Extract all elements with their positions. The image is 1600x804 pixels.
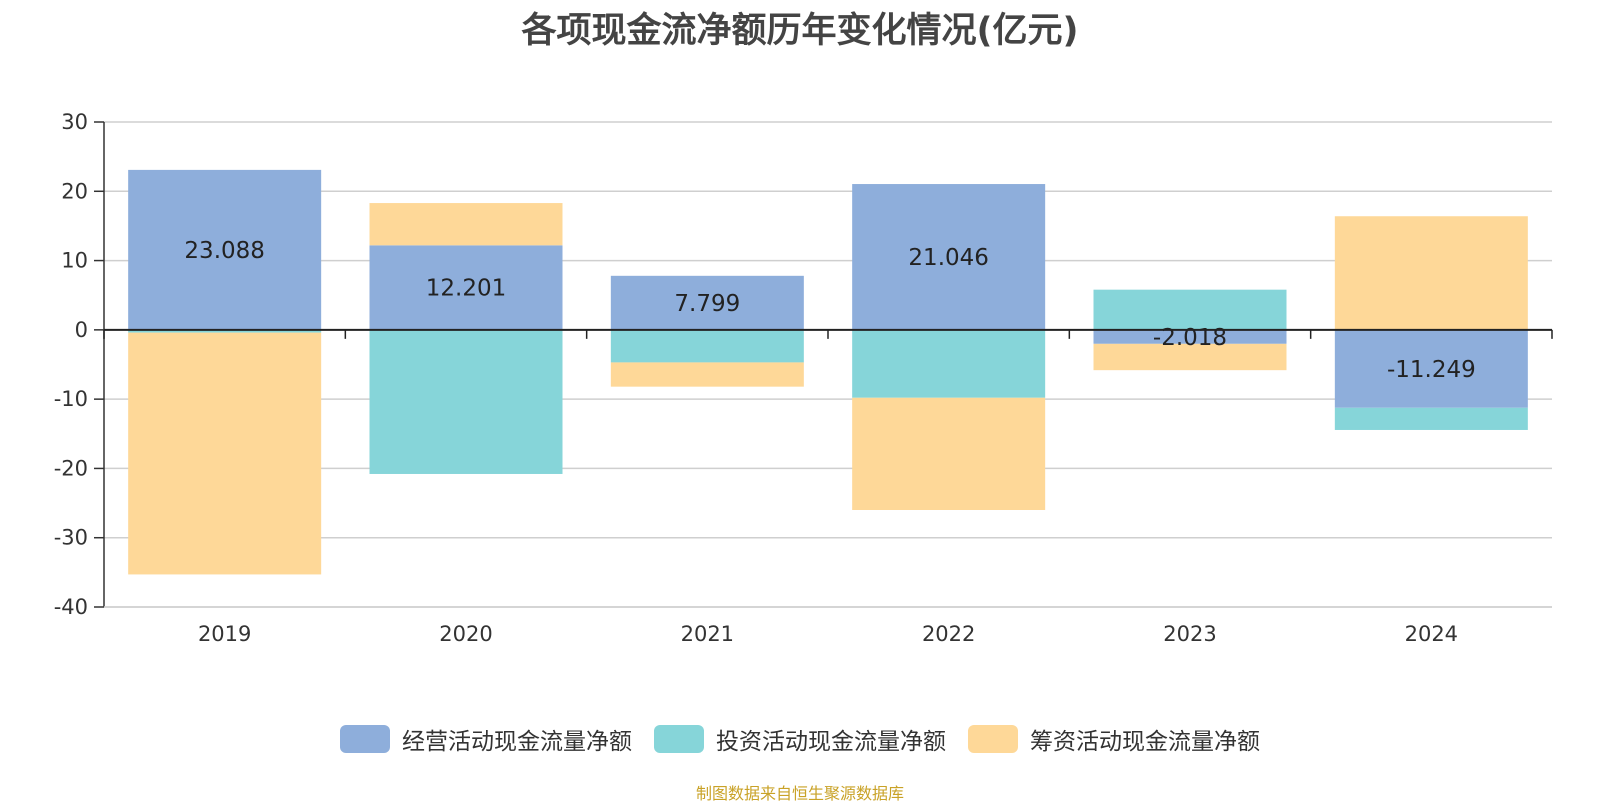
y-tick-label: -10: [54, 387, 88, 411]
bar-series-2-2022: [852, 329, 1046, 398]
x-tick-label: 2024: [1405, 622, 1458, 646]
y-tick-label: 30: [61, 110, 88, 134]
x-tick-label: 2023: [1163, 622, 1216, 646]
bar-series-2-2021: [610, 329, 804, 363]
bar-series-3-2020: [369, 203, 563, 246]
bar-series-1-2020: [369, 245, 563, 330]
legend-swatch: [654, 725, 704, 753]
x-tick-label: 2021: [681, 622, 734, 646]
y-tick-label: -20: [54, 456, 88, 480]
bar-series-1-2019: [128, 169, 322, 330]
axis-layer: 30 20 10 0 -10 -20 -30 -40 2019 2020 2021 2022 2023 2…: [54, 110, 1553, 646]
bar-series-3-2024: [1334, 216, 1528, 330]
bar-series-2-2020: [369, 329, 563, 474]
legend-item-3[interactable]: 筹资活动现金流量净额: [968, 722, 1260, 756]
x-tick-label: 2019: [198, 622, 251, 646]
bar-series-3-2023: [1093, 343, 1287, 371]
y-tick-label: -40: [54, 595, 88, 619]
bars-layer: [128, 169, 1528, 575]
legend-label: 投资活动现金流量净额: [716, 729, 946, 755]
chart-canvas: 30 20 10 0 -10 -20 -30 -40 2019 2020 2021 2022 2023 2…: [54, 110, 1553, 646]
bar-series-3-2019: [128, 332, 322, 575]
bar-series-1-2022: [852, 184, 1046, 330]
source-note: 制图数据来自恒生聚源数据库: [695, 784, 904, 803]
chart-title: 各项现金流净额历年变化情况(亿元): [521, 11, 1079, 51]
data-label: -2.018: [1153, 325, 1227, 351]
y-tick-label: 10: [61, 249, 88, 273]
bar-series-3-2022: [852, 397, 1046, 510]
y-tick-label: -30: [54, 526, 88, 550]
labels-layer: 23.088 12.201 7.799 21.046 -2.018 -11.249: [184, 238, 1475, 383]
data-label: 23.088: [184, 238, 264, 264]
y-tick-label: 20: [61, 179, 88, 203]
bar-series-3-2021: [610, 362, 804, 387]
legend-label: 经营活动现金流量净额: [402, 729, 632, 755]
bar-series-1-2021: [610, 275, 804, 330]
legend-label: 筹资活动现金流量净额: [1030, 729, 1260, 755]
y-tick-label: 0: [75, 318, 88, 342]
data-label: 12.201: [426, 276, 506, 302]
bar-series-2-2023: [1093, 289, 1287, 330]
legend-swatch: [340, 725, 390, 753]
data-label: 7.799: [674, 291, 740, 317]
legend-swatch: [968, 725, 1018, 753]
x-tick-label: 2022: [922, 622, 975, 646]
grid-layer: [104, 121, 1552, 608]
legend-item-2[interactable]: 投资活动现金流量净额: [654, 722, 946, 756]
legend-item-1[interactable]: 经营活动现金流量净额: [340, 722, 632, 756]
bar-series-1-2024: [1334, 329, 1528, 408]
legend: 经营活动现金流量净额 投资活动现金流量净额 筹资活动现金流量净额: [0, 722, 1600, 756]
bar-series-2-2019: [128, 329, 322, 333]
x-tick-label: 2020: [439, 622, 492, 646]
bar-series-2-2024: [1334, 407, 1528, 430]
data-label: -11.249: [1387, 357, 1476, 383]
data-label: 21.046: [908, 245, 988, 271]
bar-series-1-2023: [1093, 329, 1287, 344]
